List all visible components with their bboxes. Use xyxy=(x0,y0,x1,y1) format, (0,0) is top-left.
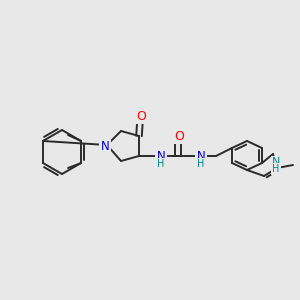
Text: N: N xyxy=(157,151,165,164)
Text: H: H xyxy=(272,164,280,174)
Text: H: H xyxy=(197,159,205,169)
Text: N: N xyxy=(100,140,109,152)
Text: O: O xyxy=(136,110,146,122)
Text: H: H xyxy=(157,159,165,169)
Text: N: N xyxy=(196,151,206,164)
Text: N: N xyxy=(272,157,280,167)
Text: O: O xyxy=(174,130,184,142)
